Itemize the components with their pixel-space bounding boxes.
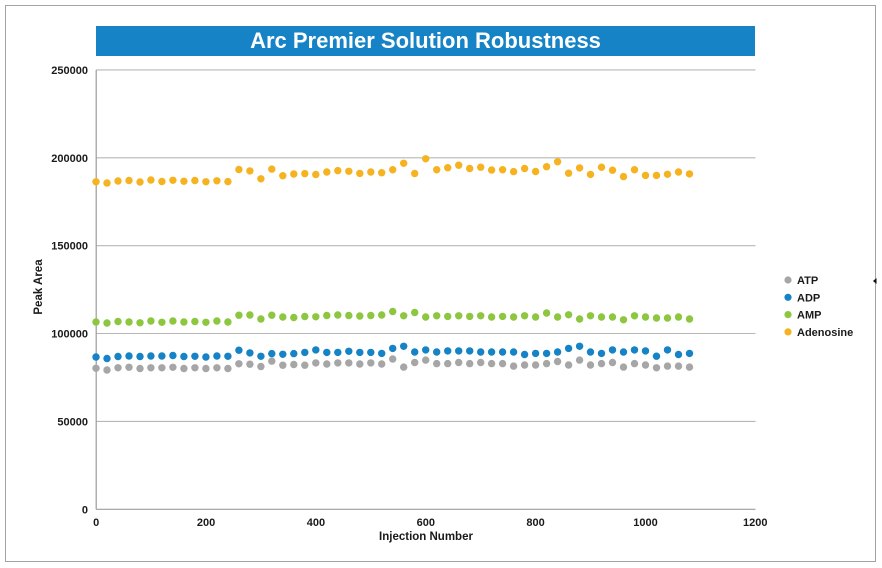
svg-text:200000: 200000 [51, 153, 88, 165]
svg-text:0: 0 [82, 504, 88, 516]
svg-text:ADP: ADP [797, 292, 820, 304]
svg-text:1200: 1200 [743, 517, 767, 529]
svg-text:150000: 150000 [51, 241, 88, 253]
svg-text:50000: 50000 [57, 416, 88, 428]
svg-text:100000: 100000 [51, 329, 88, 341]
svg-text:AMP: AMP [797, 310, 821, 322]
svg-text:800: 800 [526, 517, 544, 529]
svg-text:ATP: ATP [797, 275, 818, 287]
svg-text:Injection Number: Injection Number [379, 531, 473, 543]
svg-text:250000: 250000 [51, 65, 88, 77]
svg-text:Adenosine: Adenosine [797, 327, 853, 339]
svg-text:Peak Area: Peak Area [33, 259, 45, 315]
svg-text:600: 600 [417, 517, 435, 529]
svg-text:400: 400 [307, 517, 325, 529]
svg-text:1000: 1000 [633, 517, 657, 529]
svg-text:200: 200 [197, 517, 215, 529]
svg-text:0: 0 [93, 517, 99, 529]
